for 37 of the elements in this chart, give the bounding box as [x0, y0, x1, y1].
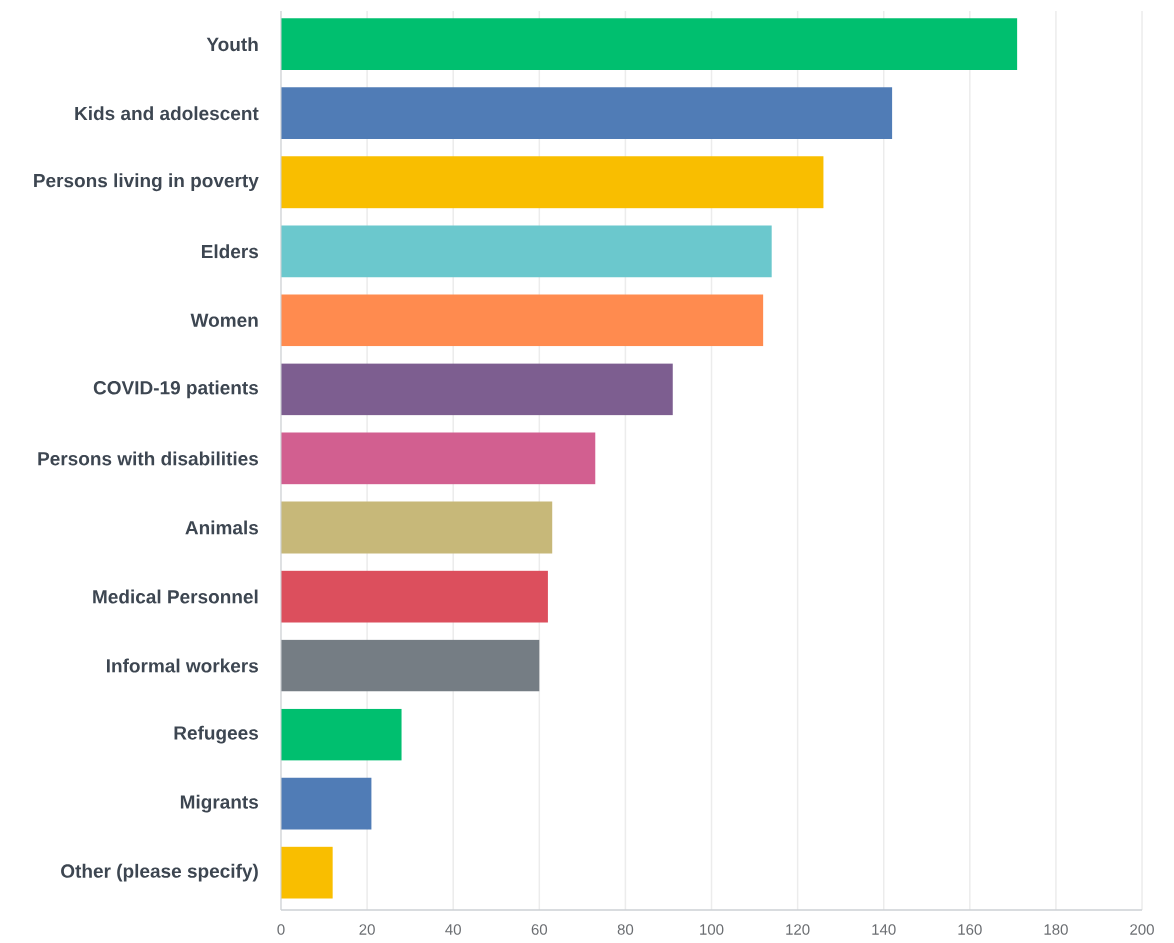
bar [281, 708, 402, 761]
bar [281, 846, 333, 899]
bar [281, 501, 553, 554]
y-tick-label: Kids and adolescent [75, 106, 259, 121]
x-tick-label: 160 [958, 924, 982, 935]
bar [281, 363, 673, 416]
y-tick-label: Other (please specify) [61, 863, 258, 882]
x-tick-label: 40 [445, 924, 461, 935]
y-tick-label: Persons living in poverty [34, 173, 259, 192]
bar [281, 225, 772, 278]
y-tick-label: Women [190, 313, 258, 327]
bar [281, 639, 540, 692]
x-tick-label: 200 [1130, 924, 1154, 935]
bar [281, 570, 548, 623]
y-tick-label: Migrants [180, 794, 259, 813]
x-tick-label: 60 [531, 924, 548, 935]
bar [281, 18, 1018, 71]
bar [281, 777, 372, 830]
bar [281, 87, 893, 140]
x-tick-label: 120 [786, 924, 810, 935]
x-tick-label: 180 [1044, 924, 1068, 935]
bar [281, 432, 596, 485]
y-tick-label: Youth [206, 37, 258, 52]
x-tick-label: 140 [872, 924, 896, 935]
y-tick-label: Animals [185, 520, 259, 535]
x-tick-label: 80 [617, 924, 634, 935]
x-tick-label: 20 [359, 924, 375, 935]
y-tick-label: Persons with disabilities [38, 451, 259, 466]
y-tick-label: Informal workers [106, 658, 258, 673]
bar [281, 156, 824, 209]
y-tick-label: Medical Personnel [93, 589, 258, 604]
y-tick-label: Elders [201, 244, 259, 259]
x-tick-label: 0 [277, 924, 285, 935]
y-tick-label: COVID-19 patients [93, 380, 258, 399]
y-tick-label: Refugees [174, 725, 259, 744]
bar [281, 294, 764, 347]
x-tick-label: 100 [700, 924, 724, 935]
